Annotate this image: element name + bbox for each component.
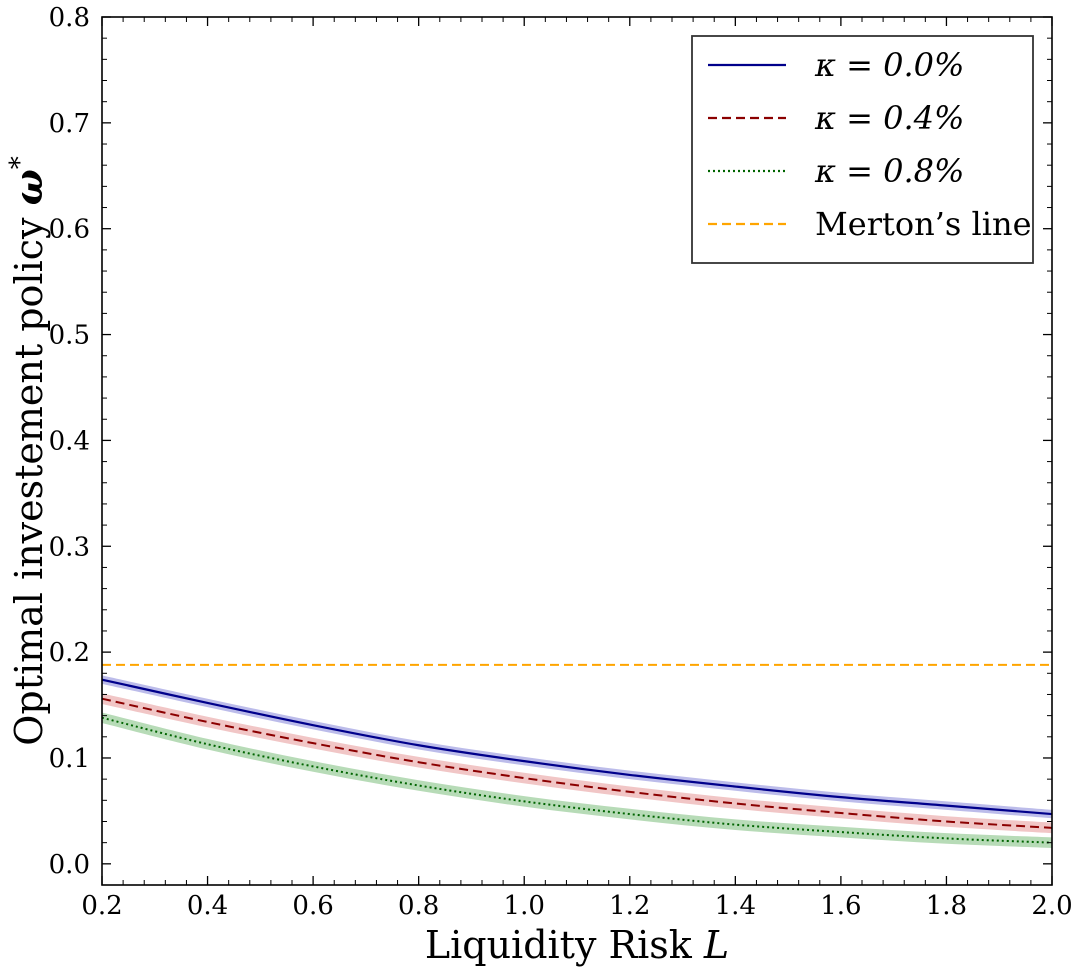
y-tick-label: 0.0	[49, 850, 90, 880]
y-tick-labels: 0.0 0.1 0.2 0.3 0.4 0.5 0.6 0.7 0.8	[49, 3, 90, 880]
y-tick-label: 0.6	[49, 215, 90, 245]
series-1-band	[102, 675, 1052, 819]
x-tick-label: 1.0	[504, 891, 545, 921]
y-tick-label: 0.8	[49, 3, 90, 33]
legend-label-2: κ = 0.4%	[814, 99, 964, 137]
series-lines	[101, 663, 1053, 844]
y-tick-label: 0.7	[49, 109, 90, 139]
x-tick-labels: 0.2 0.4 0.6 0.8 1.0 1.2 1.4 1.6 1.8 2.0	[81, 891, 1072, 921]
series-2-line	[101, 697, 1053, 829]
series-3-band	[102, 712, 1052, 848]
y-tick-label: 0.1	[49, 744, 90, 774]
series-2-band	[102, 693, 1052, 834]
y-tick-label: 0.2	[49, 638, 90, 668]
axis-ticks	[101, 16, 1053, 886]
uncertainty-bands	[102, 675, 1052, 848]
y-tick-label: 0.3	[49, 532, 90, 562]
x-axis-title: Liquidity Risk L	[425, 923, 729, 967]
plot-frame	[101, 16, 1053, 886]
x-tick-label: 1.6	[820, 891, 861, 921]
y-tick-label: 0.4	[49, 426, 90, 456]
x-axis-title-text: Liquidity Risk	[425, 923, 693, 967]
legend-label-3: κ = 0.8%	[814, 152, 964, 190]
x-tick-label: 1.2	[609, 891, 650, 921]
series-1-line	[101, 678, 1053, 816]
y-axis-title-text: Optimal investement policy	[7, 217, 51, 746]
y-axis-variable: ω	[6, 169, 51, 205]
y-axis-superscript: *	[5, 156, 35, 169]
x-tick-label: 2.0	[1031, 891, 1072, 921]
legend-frame	[691, 35, 1034, 264]
y-tick-label: 0.5	[49, 321, 90, 351]
x-tick-label: 0.4	[187, 891, 228, 921]
series-3-line	[101, 716, 1053, 844]
x-tick-label: 1.4	[715, 891, 756, 921]
x-axis-variable: L	[703, 923, 729, 967]
x-tick-label: 0.6	[292, 891, 333, 921]
x-tick-label: 1.8	[926, 891, 967, 921]
x-tick-label: 0.2	[81, 891, 122, 921]
legend-label-4: Merton’s line	[815, 205, 1032, 243]
legend: κ = 0.0% κ = 0.4% κ = 0.8% Merton’s line	[691, 35, 1034, 264]
y-axis-title: Optimal investement policy ω*	[5, 156, 51, 746]
x-tick-label: 0.8	[398, 891, 439, 921]
legend-label-1: κ = 0.0%	[814, 46, 964, 84]
